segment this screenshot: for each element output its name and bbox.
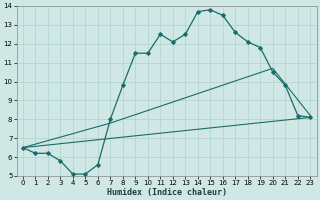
X-axis label: Humidex (Indice chaleur): Humidex (Indice chaleur) [107, 188, 227, 197]
